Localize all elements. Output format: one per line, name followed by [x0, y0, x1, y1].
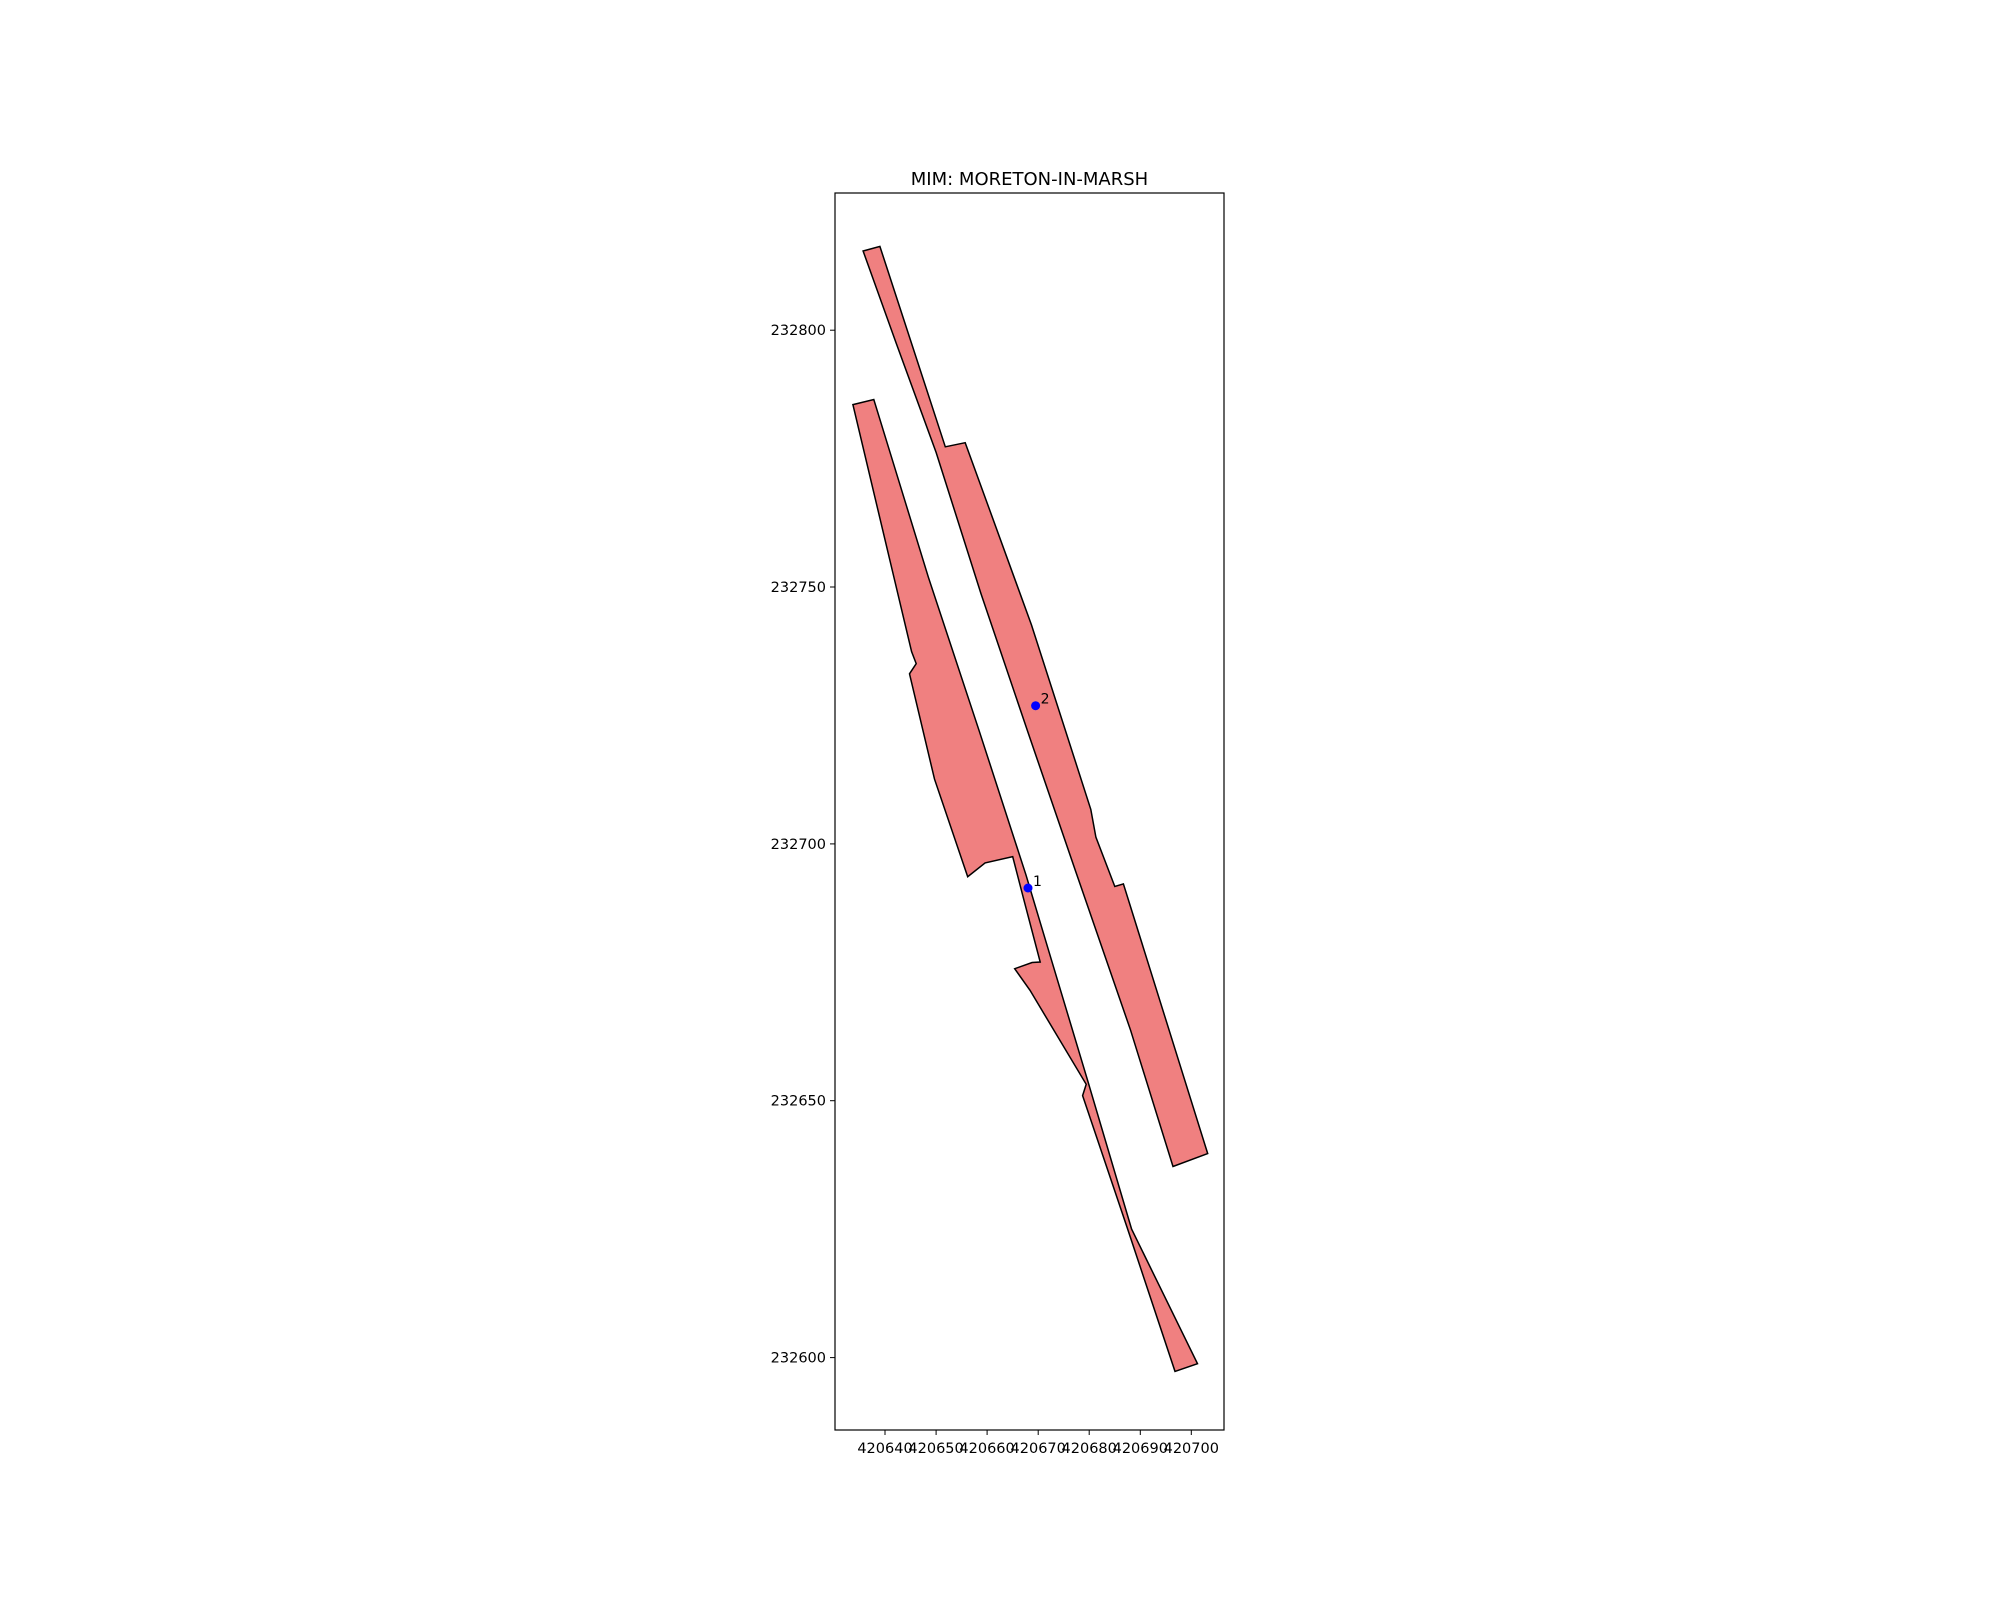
y-tick-label: 232650	[771, 1094, 826, 1110]
point-marker-1	[1023, 883, 1033, 893]
y-tick-label: 232800	[771, 323, 826, 339]
point-label-1: 1	[1033, 874, 1042, 890]
point-layer: 12	[1023, 692, 1050, 893]
map-title: MIM: MORETON-IN-MARSH	[911, 169, 1148, 190]
x-tick-label: 420640	[857, 1441, 912, 1457]
y-tick-label: 232600	[771, 1351, 826, 1367]
x-tick-label: 420680	[1062, 1441, 1117, 1457]
x-tick-label: 420650	[908, 1441, 963, 1457]
x-axis: 4206404206504206604206704206804206904207…	[857, 1430, 1219, 1457]
point-marker-2	[1031, 701, 1041, 711]
y-tick-label: 232700	[771, 837, 826, 853]
x-tick-label: 420700	[1164, 1441, 1219, 1457]
x-tick-label: 420690	[1113, 1441, 1168, 1457]
x-tick-label: 420660	[959, 1441, 1014, 1457]
axes-frame	[834, 192, 1225, 1431]
y-axis: 232600 232650 232700 232750 232800	[771, 323, 835, 1367]
y-tick-label: 232750	[771, 580, 826, 596]
point-label-2: 2	[1041, 692, 1050, 708]
x-tick-label: 420670	[1011, 1441, 1066, 1457]
